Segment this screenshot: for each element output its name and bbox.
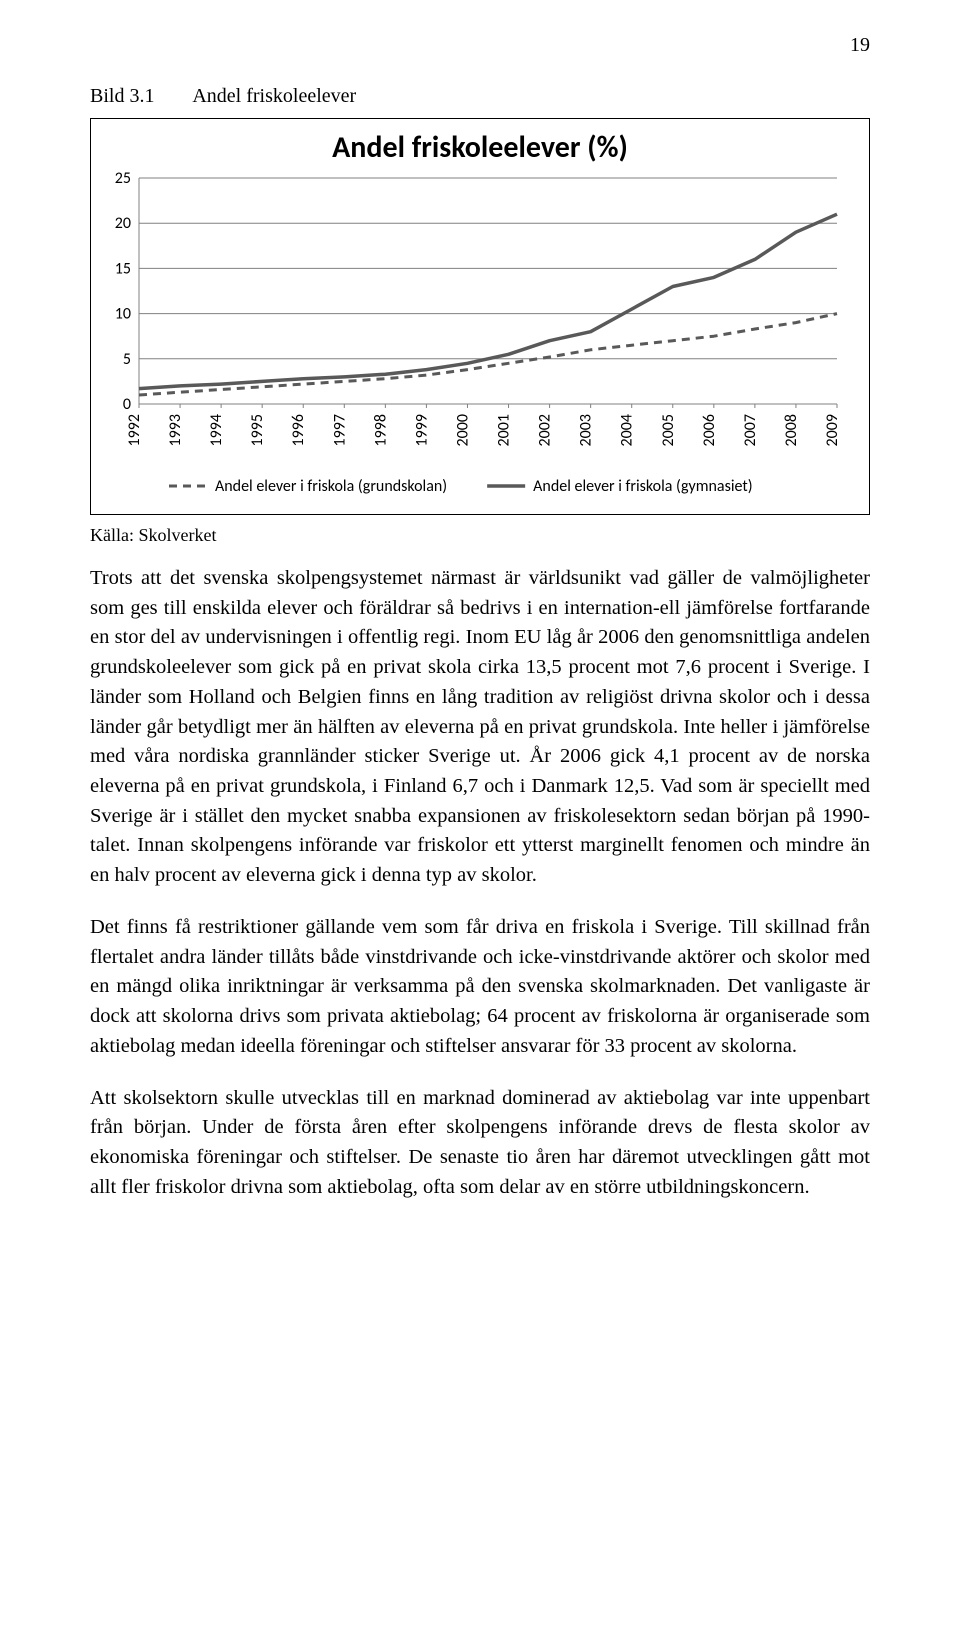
svg-text:2001: 2001 <box>495 414 514 446</box>
svg-text:1994: 1994 <box>207 414 226 446</box>
svg-text:2003: 2003 <box>577 414 596 446</box>
svg-text:Andel elever i friskola (grund: Andel elever i friskola (grundskolan) <box>215 477 447 496</box>
chart-title: Andel friskoleelever (%) <box>105 129 855 166</box>
svg-text:1995: 1995 <box>248 414 267 446</box>
body-paragraph-2: Det finns få restriktioner gällande vem … <box>90 913 870 1062</box>
svg-text:2008: 2008 <box>782 414 801 446</box>
body-paragraph-3: Att skolsektorn skulle utvecklas till en… <box>90 1084 870 1203</box>
line-chart: 0 5 10 15 20 25 1992 1993 1994 1995 1996 1997 1998 19… <box>105 172 845 502</box>
svg-text:25: 25 <box>115 172 131 188</box>
svg-text:2007: 2007 <box>741 414 760 446</box>
svg-text:0: 0 <box>123 395 131 414</box>
svg-text:Andel elever i friskola (gymna: Andel elever i friskola (gymnasiet) <box>533 477 752 496</box>
chart-container: Andel friskoleelever (%) 0 5 10 15 20 25 1992 1… <box>90 118 870 515</box>
figure-caption-text: Andel friskoleelever <box>192 85 356 107</box>
svg-text:2000: 2000 <box>453 414 472 446</box>
svg-text:1999: 1999 <box>412 414 431 446</box>
figure-caption-label: Bild 3.1 <box>90 85 154 107</box>
svg-text:20: 20 <box>115 214 131 233</box>
page: 19 Bild 3.1 Andel friskoleelever Andel f… <box>0 0 960 1262</box>
svg-text:1996: 1996 <box>289 414 308 446</box>
svg-text:15: 15 <box>115 259 131 278</box>
body-paragraph-1: Trots att det svenska skolpengsystemet n… <box>90 564 870 891</box>
svg-text:2006: 2006 <box>700 414 719 446</box>
svg-text:1997: 1997 <box>330 414 349 446</box>
figure-source: Källa: Skolverket <box>90 525 870 546</box>
svg-text:5: 5 <box>123 350 131 369</box>
page-number: 19 <box>90 34 870 57</box>
svg-text:2009: 2009 <box>823 414 842 446</box>
svg-text:1992: 1992 <box>125 414 144 446</box>
svg-text:10: 10 <box>115 305 131 324</box>
figure-caption: Bild 3.1 Andel friskoleelever <box>90 85 870 108</box>
svg-text:2004: 2004 <box>618 414 637 446</box>
svg-text:2002: 2002 <box>536 414 555 446</box>
svg-text:1993: 1993 <box>166 414 185 446</box>
svg-text:1998: 1998 <box>371 414 390 446</box>
svg-text:2005: 2005 <box>659 414 678 446</box>
